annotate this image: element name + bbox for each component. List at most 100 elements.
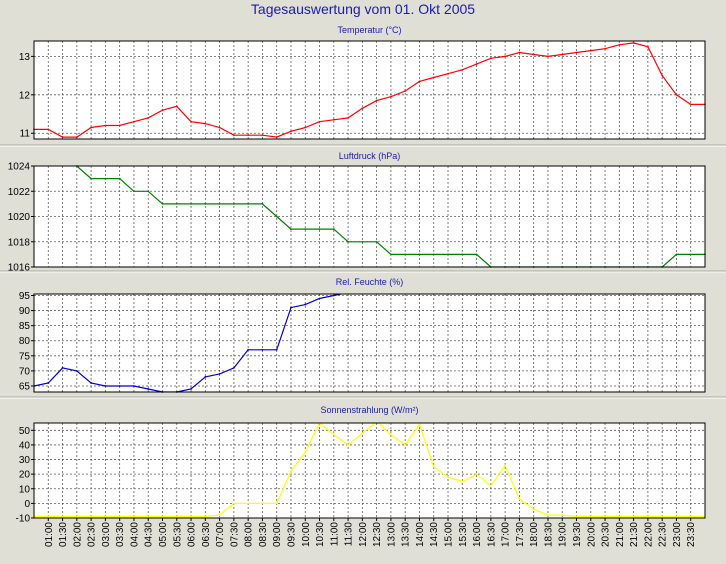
y-tick-label: 1018 [8,237,31,248]
x-tick-label: 18:30 [543,522,554,547]
data-point [190,120,192,123]
data-point [261,134,264,137]
data-point [618,515,621,518]
x-tick-label: 12:30 [372,522,383,547]
data-point [632,515,635,518]
data-point [318,297,321,300]
data-point [475,253,478,256]
data-point [447,72,449,75]
data-point [575,51,578,54]
data-point [361,240,364,243]
data-point [175,515,178,518]
x-tick-label: 07:00 [215,522,226,547]
y-tick-label: 40 [19,440,31,451]
x-tick-label: 05:00 [158,522,169,547]
x-tick-label: 17:30 [515,522,526,547]
data-point [532,53,535,56]
plot-frame [33,293,706,393]
data-point [290,228,292,231]
data-point [247,134,250,137]
series-line [34,294,344,392]
x-tick-label: 19:30 [572,522,583,547]
chart-title: Temperatur (°C) [337,25,401,35]
x-tick-label: 21:30 [629,522,640,547]
data-point [618,43,621,46]
x-tick-label: 01:30 [58,522,69,547]
plot-area [34,166,705,267]
chart-panel-1: Temperatur (°C) 11 12 13 [0,25,726,147]
x-tick-label: 11:00 [329,522,340,547]
data-point [432,76,435,79]
data-point [290,130,292,133]
data-point [275,502,278,505]
data-point [475,473,478,476]
data-point [332,118,335,121]
data-point [547,514,549,516]
data-point [304,303,307,306]
data-point [147,116,150,119]
chart-panel-2: Luftdruck (hPa) 1016 1018 1020 1022 1024 [0,151,726,274]
data-point [561,514,564,516]
data-point [646,45,649,48]
data-point [218,373,221,375]
data-point [332,294,335,297]
data-point [390,95,392,98]
x-tick-label: 09:00 [272,522,283,547]
x-tick-label: 07:30 [229,522,240,547]
x-tick-label: 08:00 [244,522,255,547]
y-tick-label: 70 [19,366,31,377]
data-point [461,68,464,71]
data-point [133,385,135,387]
x-tick-label: 11:30 [344,522,355,547]
data-point [204,122,207,125]
data-point [61,515,64,518]
data-point [104,515,107,518]
data-point [118,177,121,180]
x-tick-label: 03:30 [115,522,126,547]
x-tick-label: 13:30 [401,522,412,547]
plot-area [34,41,705,139]
x-axis: 01:00 01:30 02:00 02:30 03:00 03:30 04:00 04:30… [44,518,697,547]
data-point [218,126,221,129]
x-tick-label: 04:00 [129,522,140,547]
x-tick-label: 16:00 [472,522,483,547]
data-point [218,514,221,516]
y-tick-label: 65 [19,381,31,392]
data-point [304,451,307,454]
data-point [190,388,192,390]
x-tick-label: 10:30 [315,522,326,547]
data-point [404,90,407,92]
data-point [204,376,207,378]
x-tick-label: 23:00 [672,522,683,547]
data-point [675,515,678,518]
data-point [547,55,549,58]
data-point [504,55,507,58]
data-point [318,228,321,231]
y-tick-label: 50 [19,426,31,437]
data-point [604,47,606,50]
y-tick-label: 11 [20,129,31,140]
data-point [418,423,421,426]
data-point [347,444,349,446]
data-point [247,202,250,205]
data-point [75,136,78,138]
data-point [575,515,578,518]
data-point [47,128,50,131]
data-point [261,502,264,505]
series-line [34,423,705,518]
x-tick-label: 15:30 [458,522,469,547]
data-point [232,202,235,205]
data-point [104,124,107,127]
data-point [589,49,592,52]
data-point [104,177,107,180]
x-tick-label: 22:00 [643,522,654,547]
x-tick-label: 14:30 [429,522,440,547]
y-tick-label: 13 [19,52,31,63]
data-point [147,388,150,390]
x-tick-label: 01:00 [44,522,55,547]
data-point [689,253,692,256]
data-point [304,228,307,231]
y-tick-label: 1016 [8,263,31,274]
